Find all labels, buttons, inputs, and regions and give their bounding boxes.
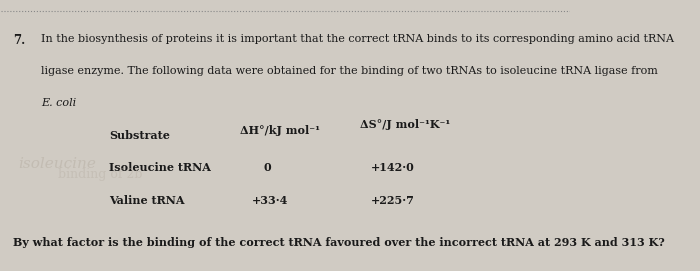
Text: 7.: 7. <box>13 34 25 47</box>
Text: Valine tRNA: Valine tRNA <box>109 195 185 205</box>
Text: 0: 0 <box>263 162 271 173</box>
Text: In the biosynthesis of proteins it is important that the correct tRNA binds to i: In the biosynthesis of proteins it is im… <box>41 34 674 44</box>
Text: Substrate: Substrate <box>109 130 170 141</box>
Text: ligase enzyme. The following data were obtained for the binding of two tRNAs to : ligase enzyme. The following data were o… <box>41 66 658 76</box>
Text: +33·4: +33·4 <box>251 195 288 205</box>
Text: ΔH°/kJ mol⁻¹: ΔH°/kJ mol⁻¹ <box>240 125 321 136</box>
Text: binding of 2b: binding of 2b <box>58 168 143 181</box>
Text: Isoleucine tRNA: Isoleucine tRNA <box>109 162 211 173</box>
Text: +142·0: +142·0 <box>371 162 415 173</box>
Text: ΔS°/J mol⁻¹K⁻¹: ΔS°/J mol⁻¹K⁻¹ <box>360 120 450 130</box>
Text: E. coli: E. coli <box>41 98 76 108</box>
Text: By what factor is the binding of the correct tRNA favoured over the incorrect tR: By what factor is the binding of the cor… <box>13 237 664 249</box>
Text: isoleucine: isoleucine <box>18 157 97 171</box>
Text: +225·7: +225·7 <box>371 195 415 205</box>
